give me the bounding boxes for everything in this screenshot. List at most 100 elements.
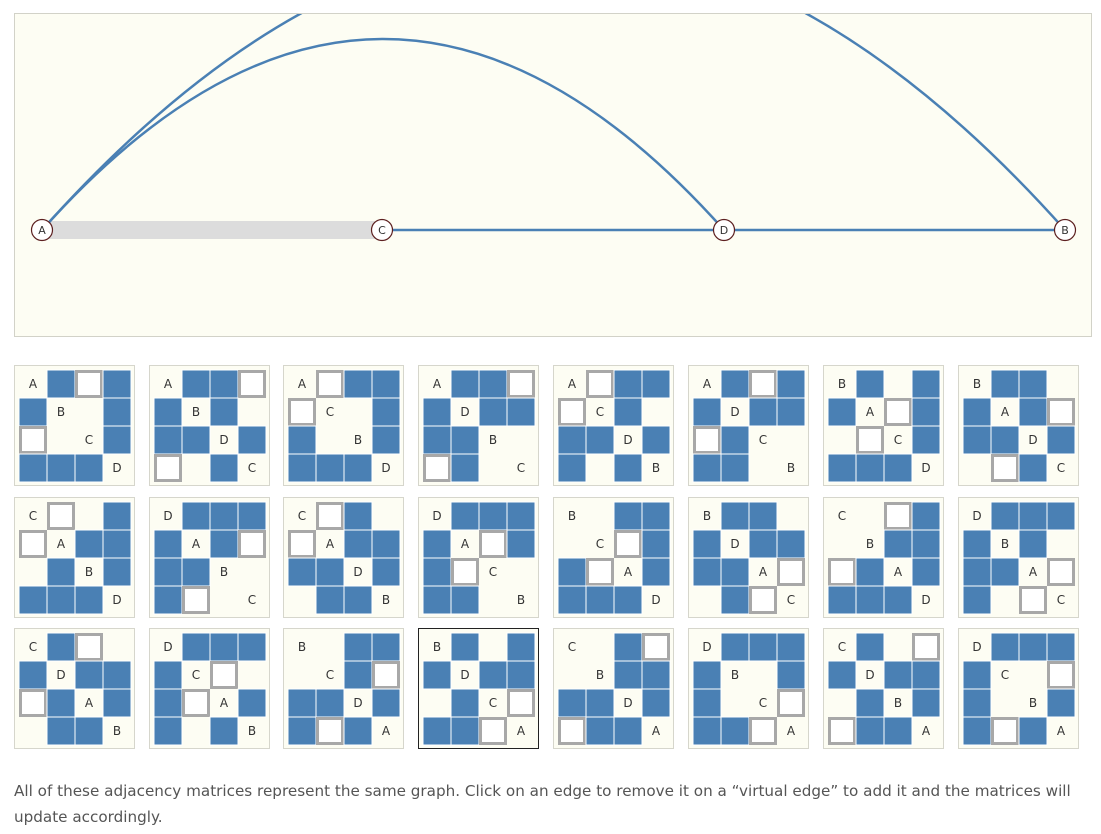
matrix-cell-edge[interactable] (46, 632, 76, 662)
matrix-cell-edge[interactable] (692, 716, 722, 746)
matrix-cell-edge[interactable] (692, 688, 722, 718)
matrix-cell-edge[interactable] (911, 425, 941, 455)
matrix-cell-edge[interactable] (911, 557, 941, 587)
matrix-cell-edge[interactable] (990, 425, 1020, 455)
matrix-cell-edge[interactable] (181, 369, 211, 399)
matrix-cell-virtual-edge[interactable] (316, 370, 344, 398)
matrix-cell-edge[interactable] (557, 453, 587, 483)
matrix-cell-edge[interactable] (450, 501, 480, 531)
matrix-cell-virtual-edge[interactable] (614, 530, 642, 558)
matrix-cell-edge[interactable] (343, 585, 373, 615)
matrix-cell-virtual-edge[interactable] (777, 558, 805, 586)
matrix-cell-virtual-edge[interactable] (749, 717, 777, 745)
matrix-cell-edge[interactable] (962, 557, 992, 587)
matrix-cell-edge[interactable] (990, 501, 1020, 531)
matrix-cell-edge[interactable] (692, 397, 722, 427)
matrix-cell-edge[interactable] (209, 501, 239, 531)
matrix-cell-edge[interactable] (209, 716, 239, 746)
matrix-cell-edge[interactable] (776, 397, 806, 427)
matrix-cell-edge[interactable] (911, 660, 941, 690)
matrix-cell-edge[interactable] (883, 716, 913, 746)
matrix-cell-edge[interactable] (181, 501, 211, 531)
adjacency-matrix-badc[interactable]: B A D C (958, 365, 1079, 486)
matrix-cell-edge[interactable] (692, 660, 722, 690)
matrix-cell-edge[interactable] (343, 660, 373, 690)
matrix-cell-edge[interactable] (748, 632, 778, 662)
matrix-cell-edge[interactable] (287, 425, 317, 455)
matrix-cell-edge[interactable] (962, 425, 992, 455)
matrix-cell-edge[interactable] (450, 369, 480, 399)
matrix-cell-edge[interactable] (720, 501, 750, 531)
matrix-cell-edge[interactable] (557, 425, 587, 455)
matrix-cell-edge[interactable] (287, 716, 317, 746)
matrix-cell-edge[interactable] (883, 660, 913, 690)
matrix-cell-edge[interactable] (422, 585, 452, 615)
matrix-cell-edge[interactable] (692, 529, 722, 559)
matrix-cell-edge[interactable] (74, 529, 104, 559)
matrix-cell-edge[interactable] (506, 529, 536, 559)
matrix-cell-edge[interactable] (478, 397, 508, 427)
adjacency-matrix-abdc[interactable]: A B D C (149, 365, 270, 486)
adjacency-matrix-abcd[interactable]: A B C D (14, 365, 135, 486)
matrix-cell-edge[interactable] (720, 369, 750, 399)
matrix-cell-edge[interactable] (478, 501, 508, 531)
adjacency-matrix-dcba[interactable]: D C B A (958, 628, 1079, 749)
matrix-cell-edge[interactable] (422, 716, 452, 746)
matrix-cell-edge[interactable] (613, 716, 643, 746)
matrix-cell-virtual-edge[interactable] (558, 717, 586, 745)
matrix-cell-edge[interactable] (450, 453, 480, 483)
matrix-cell-virtual-edge[interactable] (238, 530, 266, 558)
matrix-cell-virtual-edge[interactable] (1047, 661, 1075, 689)
matrix-cell-edge[interactable] (827, 660, 857, 690)
matrix-cell-edge[interactable] (855, 688, 885, 718)
matrix-cell-edge[interactable] (720, 585, 750, 615)
matrix-cell-edge[interactable] (153, 688, 183, 718)
matrix-cell-edge[interactable] (720, 716, 750, 746)
matrix-cell-virtual-edge[interactable] (507, 370, 535, 398)
matrix-cell-edge[interactable] (1018, 632, 1048, 662)
matrix-cell-edge[interactable] (911, 501, 941, 531)
adjacency-matrix-cbad[interactable]: C B A D (823, 497, 944, 618)
adjacency-matrix-dbca[interactable]: D B C A (688, 628, 809, 749)
adjacency-matrix-dbac[interactable]: D B A C (958, 497, 1079, 618)
matrix-cell-edge[interactable] (990, 557, 1020, 587)
matrix-cell-edge[interactable] (1018, 453, 1048, 483)
matrix-cell-edge[interactable] (585, 716, 615, 746)
matrix-cell-virtual-edge[interactable] (154, 454, 182, 482)
matrix-cell-edge[interactable] (209, 529, 239, 559)
matrix-cell-edge[interactable] (585, 585, 615, 615)
matrix-cell-edge[interactable] (153, 425, 183, 455)
matrix-cell-edge[interactable] (990, 369, 1020, 399)
matrix-cell-edge[interactable] (855, 369, 885, 399)
adjacency-matrix-acbd[interactable]: A C B D (283, 365, 404, 486)
matrix-cell-virtual-edge[interactable] (47, 502, 75, 530)
matrix-cell-edge[interactable] (776, 529, 806, 559)
matrix-cell-edge[interactable] (585, 425, 615, 455)
matrix-cell-virtual-edge[interactable] (451, 558, 479, 586)
matrix-cell-edge[interactable] (641, 529, 671, 559)
matrix-cell-edge[interactable] (776, 660, 806, 690)
matrix-cell-edge[interactable] (557, 557, 587, 587)
matrix-cell-edge[interactable] (1018, 501, 1048, 531)
matrix-cell-edge[interactable] (748, 529, 778, 559)
adjacency-matrix-dabc[interactable]: D A B C (149, 497, 270, 618)
matrix-cell-edge[interactable] (422, 529, 452, 559)
matrix-cell-edge[interactable] (315, 585, 345, 615)
matrix-cell-edge[interactable] (506, 397, 536, 427)
matrix-cell-edge[interactable] (827, 397, 857, 427)
matrix-cell-virtual-edge[interactable] (182, 689, 210, 717)
matrix-cell-edge[interactable] (557, 585, 587, 615)
matrix-cell-edge[interactable] (883, 585, 913, 615)
matrix-cell-edge[interactable] (613, 397, 643, 427)
matrix-cell-edge[interactable] (315, 453, 345, 483)
matrix-cell-virtual-edge[interactable] (479, 717, 507, 745)
matrix-cell-edge[interactable] (315, 688, 345, 718)
matrix-cell-virtual-edge[interactable] (182, 586, 210, 614)
matrix-cell-virtual-edge[interactable] (19, 530, 47, 558)
matrix-cell-edge[interactable] (962, 716, 992, 746)
matrix-cell-edge[interactable] (74, 660, 104, 690)
matrix-cell-edge[interactable] (641, 501, 671, 531)
adjacency-matrix-bdca[interactable]: B D C A (418, 628, 539, 749)
matrix-cell-virtual-edge[interactable] (884, 502, 912, 530)
